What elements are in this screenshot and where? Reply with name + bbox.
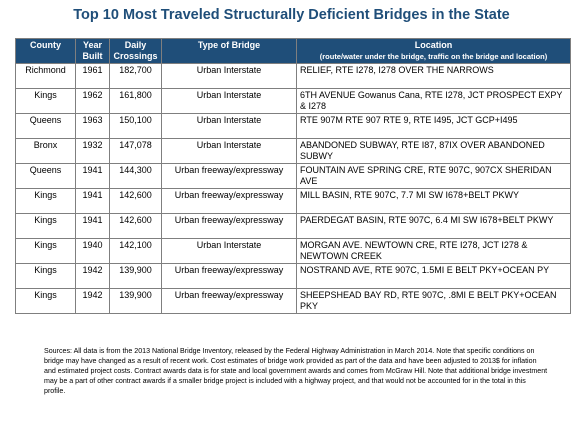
cell-county: Bronx: [15, 138, 76, 164]
cell-crossings: 144,300: [109, 163, 162, 189]
cell-type: Urban freeway/expressway: [161, 288, 297, 314]
header-daily-crossings: Daily Crossings: [109, 38, 162, 64]
cell-location: FOUNTAIN AVE SPRING CRE, RTE 907C, 907CX…: [296, 163, 571, 189]
cell-year: 1961: [75, 63, 110, 89]
cell-type: Urban Interstate: [161, 63, 297, 89]
cell-year: 1962: [75, 88, 110, 114]
cell-crossings: 142,600: [109, 188, 162, 214]
cell-crossings: 142,600: [109, 213, 162, 239]
cell-year: 1942: [75, 288, 110, 314]
cell-year: 1932: [75, 138, 110, 164]
table-row: Kings 1942 139,900 Urban freeway/express…: [15, 288, 571, 314]
table-row: Kings 1940 142,100 Urban Interstate MORG…: [15, 238, 571, 264]
cell-location: SHEEPSHEAD BAY RD, RTE 907C, .8MI E BELT…: [296, 288, 571, 314]
cell-location: RELIEF, RTE I278, I278 OVER THE NARROWS: [296, 63, 571, 89]
table-row: Kings 1942 139,900 Urban freeway/express…: [15, 263, 571, 289]
cell-county: Queens: [15, 163, 76, 189]
cell-county: Kings: [15, 263, 76, 289]
cell-type: Urban freeway/expressway: [161, 188, 297, 214]
cell-type: Urban Interstate: [161, 88, 297, 114]
cell-crossings: 150,100: [109, 113, 162, 139]
table-row: Queens 1941 144,300 Urban freeway/expres…: [15, 163, 571, 189]
cell-type: Urban freeway/expressway: [161, 263, 297, 289]
cell-crossings: 139,900: [109, 288, 162, 314]
cell-crossings: 142,100: [109, 238, 162, 264]
page-title: Top 10 Most Traveled Structurally Defici…: [73, 7, 510, 23]
cell-type: Urban freeway/expressway: [161, 213, 297, 239]
cell-year: 1941: [75, 188, 110, 214]
sources-note: Sources: All data is from the 2013 Natio…: [44, 347, 548, 395]
cell-location: MORGAN AVE. NEWTOWN CRE, RTE I278, JCT I…: [296, 238, 571, 264]
cell-county: Queens: [15, 113, 76, 139]
header-location: Location (route/water under the bridge, …: [296, 38, 571, 64]
cell-county: Kings: [15, 88, 76, 114]
cell-location: ABANDONED SUBWAY, RTE I87, 87IX OVER ABA…: [296, 138, 571, 164]
table-row: Kings 1941 142,600 Urban freeway/express…: [15, 213, 571, 239]
cell-year: 1963: [75, 113, 110, 139]
cell-county: Kings: [15, 238, 76, 264]
cell-year: 1941: [75, 213, 110, 239]
cell-year: 1940: [75, 238, 110, 264]
cell-crossings: 161,800: [109, 88, 162, 114]
cell-crossings: 182,700: [109, 63, 162, 89]
cell-location: 6TH AVENUE Gowanus Cana, RTE I278, JCT P…: [296, 88, 571, 114]
cell-type: Urban freeway/expressway: [161, 163, 297, 189]
table-header-row: County Year Built Daily Crossings Type o…: [15, 38, 571, 64]
cell-type: Urban Interstate: [161, 113, 297, 139]
cell-location: MILL BASIN, RTE 907C, 7.7 MI SW I678+BEL…: [296, 188, 571, 214]
cell-location: NOSTRAND AVE, RTE 907C, 1.5MI E BELT PKY…: [296, 263, 571, 289]
cell-county: Richmond: [15, 63, 76, 89]
table-row: Richmond 1961 182,700 Urban Interstate R…: [15, 63, 571, 89]
cell-crossings: 147,078: [109, 138, 162, 164]
bridges-table: County Year Built Daily Crossings Type o…: [15, 38, 571, 314]
cell-county: Kings: [15, 213, 76, 239]
header-location-subtitle: (route/water under the bridge, traffic o…: [319, 52, 548, 61]
cell-type: Urban Interstate: [161, 238, 297, 264]
header-county: County: [15, 38, 76, 64]
cell-location: PAERDEGAT BASIN, RTE 907C, 6.4 MI SW I67…: [296, 213, 571, 239]
table-row: Bronx 1932 147,078 Urban Interstate ABAN…: [15, 138, 571, 164]
cell-county: Kings: [15, 188, 76, 214]
cell-type: Urban Interstate: [161, 138, 297, 164]
cell-county: Kings: [15, 288, 76, 314]
cell-location: RTE 907M RTE 907 RTE 9, RTE I495, JCT GC…: [296, 113, 571, 139]
header-location-label: Location: [414, 40, 453, 50]
cell-year: 1941: [75, 163, 110, 189]
table-row: Queens 1963 150,100 Urban Interstate RTE…: [15, 113, 571, 139]
cell-year: 1942: [75, 263, 110, 289]
table-row: Kings 1941 142,600 Urban freeway/express…: [15, 188, 571, 214]
table-row: Kings 1962 161,800 Urban Interstate 6TH …: [15, 88, 571, 114]
header-year-built: Year Built: [75, 38, 110, 64]
header-type-of-bridge: Type of Bridge: [161, 38, 297, 64]
cell-crossings: 139,900: [109, 263, 162, 289]
